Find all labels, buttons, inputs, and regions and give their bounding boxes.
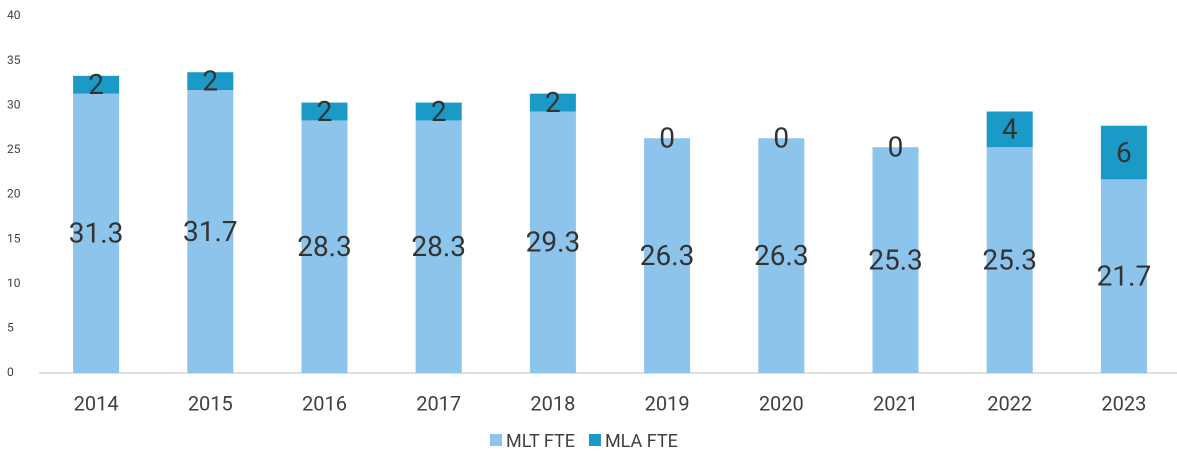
- data-label: 2: [431, 95, 447, 128]
- x-tick-label: 2023: [1101, 391, 1146, 415]
- y-tick-label: 15: [7, 231, 21, 245]
- y-tick-label: 0: [7, 365, 14, 379]
- bar-segment: [187, 72, 234, 91]
- bar-segment: [986, 147, 1033, 373]
- bar-segment: [529, 93, 576, 112]
- data-label: 26.3: [754, 239, 809, 272]
- legend-label: MLT FTE: [506, 431, 575, 452]
- y-tick-label: 20: [7, 187, 21, 201]
- data-label: 0: [659, 122, 675, 155]
- data-label: 2: [317, 95, 333, 128]
- bar-segment: [73, 93, 120, 374]
- y-tick-label: 35: [7, 53, 21, 67]
- x-tick-label: 2022: [987, 391, 1032, 415]
- data-label: 0: [888, 131, 904, 164]
- x-tick-label: 2015: [188, 391, 233, 415]
- data-label: 31.7: [183, 215, 238, 248]
- legend-swatch: [490, 434, 502, 446]
- y-tick-label: 30: [7, 97, 21, 111]
- data-label: 2: [545, 86, 561, 119]
- y-tick-label: 5: [7, 321, 14, 335]
- bar-segment: [187, 90, 234, 373]
- bar-segment: [644, 138, 691, 373]
- y-tick-label: 10: [7, 276, 21, 290]
- x-tick-label: 2018: [530, 391, 575, 415]
- bar-segment: [1100, 179, 1147, 373]
- bar-segment: [415, 120, 462, 373]
- y-tick-label: 25: [7, 142, 21, 156]
- data-label: 25.3: [982, 243, 1037, 276]
- x-tick-label: 2016: [302, 391, 347, 415]
- data-label: 25.3: [868, 243, 923, 276]
- data-label: 2: [202, 65, 218, 98]
- data-label: 21.7: [1097, 260, 1152, 293]
- x-tick-label: 2021: [873, 391, 918, 415]
- bar-segment: [1100, 125, 1147, 180]
- data-label: 28.3: [297, 230, 352, 263]
- data-label: 26.3: [640, 239, 695, 272]
- x-tick-label: 2017: [416, 391, 461, 415]
- x-tick-label: 2020: [759, 391, 804, 415]
- data-label: 6: [1116, 136, 1132, 169]
- legend-swatch: [588, 434, 601, 446]
- x-tick-label: 2014: [74, 391, 119, 415]
- data-label: 0: [773, 122, 789, 155]
- bar-segment: [986, 111, 1033, 148]
- legend-label: MLA FTE: [605, 431, 678, 452]
- bar-segment: [758, 138, 805, 373]
- bar-segment: [73, 75, 120, 94]
- data-label: 2: [88, 68, 104, 101]
- bar-segment: [529, 111, 576, 373]
- bar-segment: [301, 120, 348, 373]
- data-label: 31.3: [69, 217, 124, 250]
- data-label: 28.3: [411, 230, 466, 263]
- bar-segment: [415, 102, 462, 121]
- y-tick-label: 40: [7, 8, 21, 22]
- x-tick-label: 2019: [645, 391, 690, 415]
- bar-segment: [872, 147, 919, 373]
- data-label: 29.3: [526, 226, 581, 259]
- bar-segment: [301, 102, 348, 121]
- data-label: 4: [1002, 113, 1018, 146]
